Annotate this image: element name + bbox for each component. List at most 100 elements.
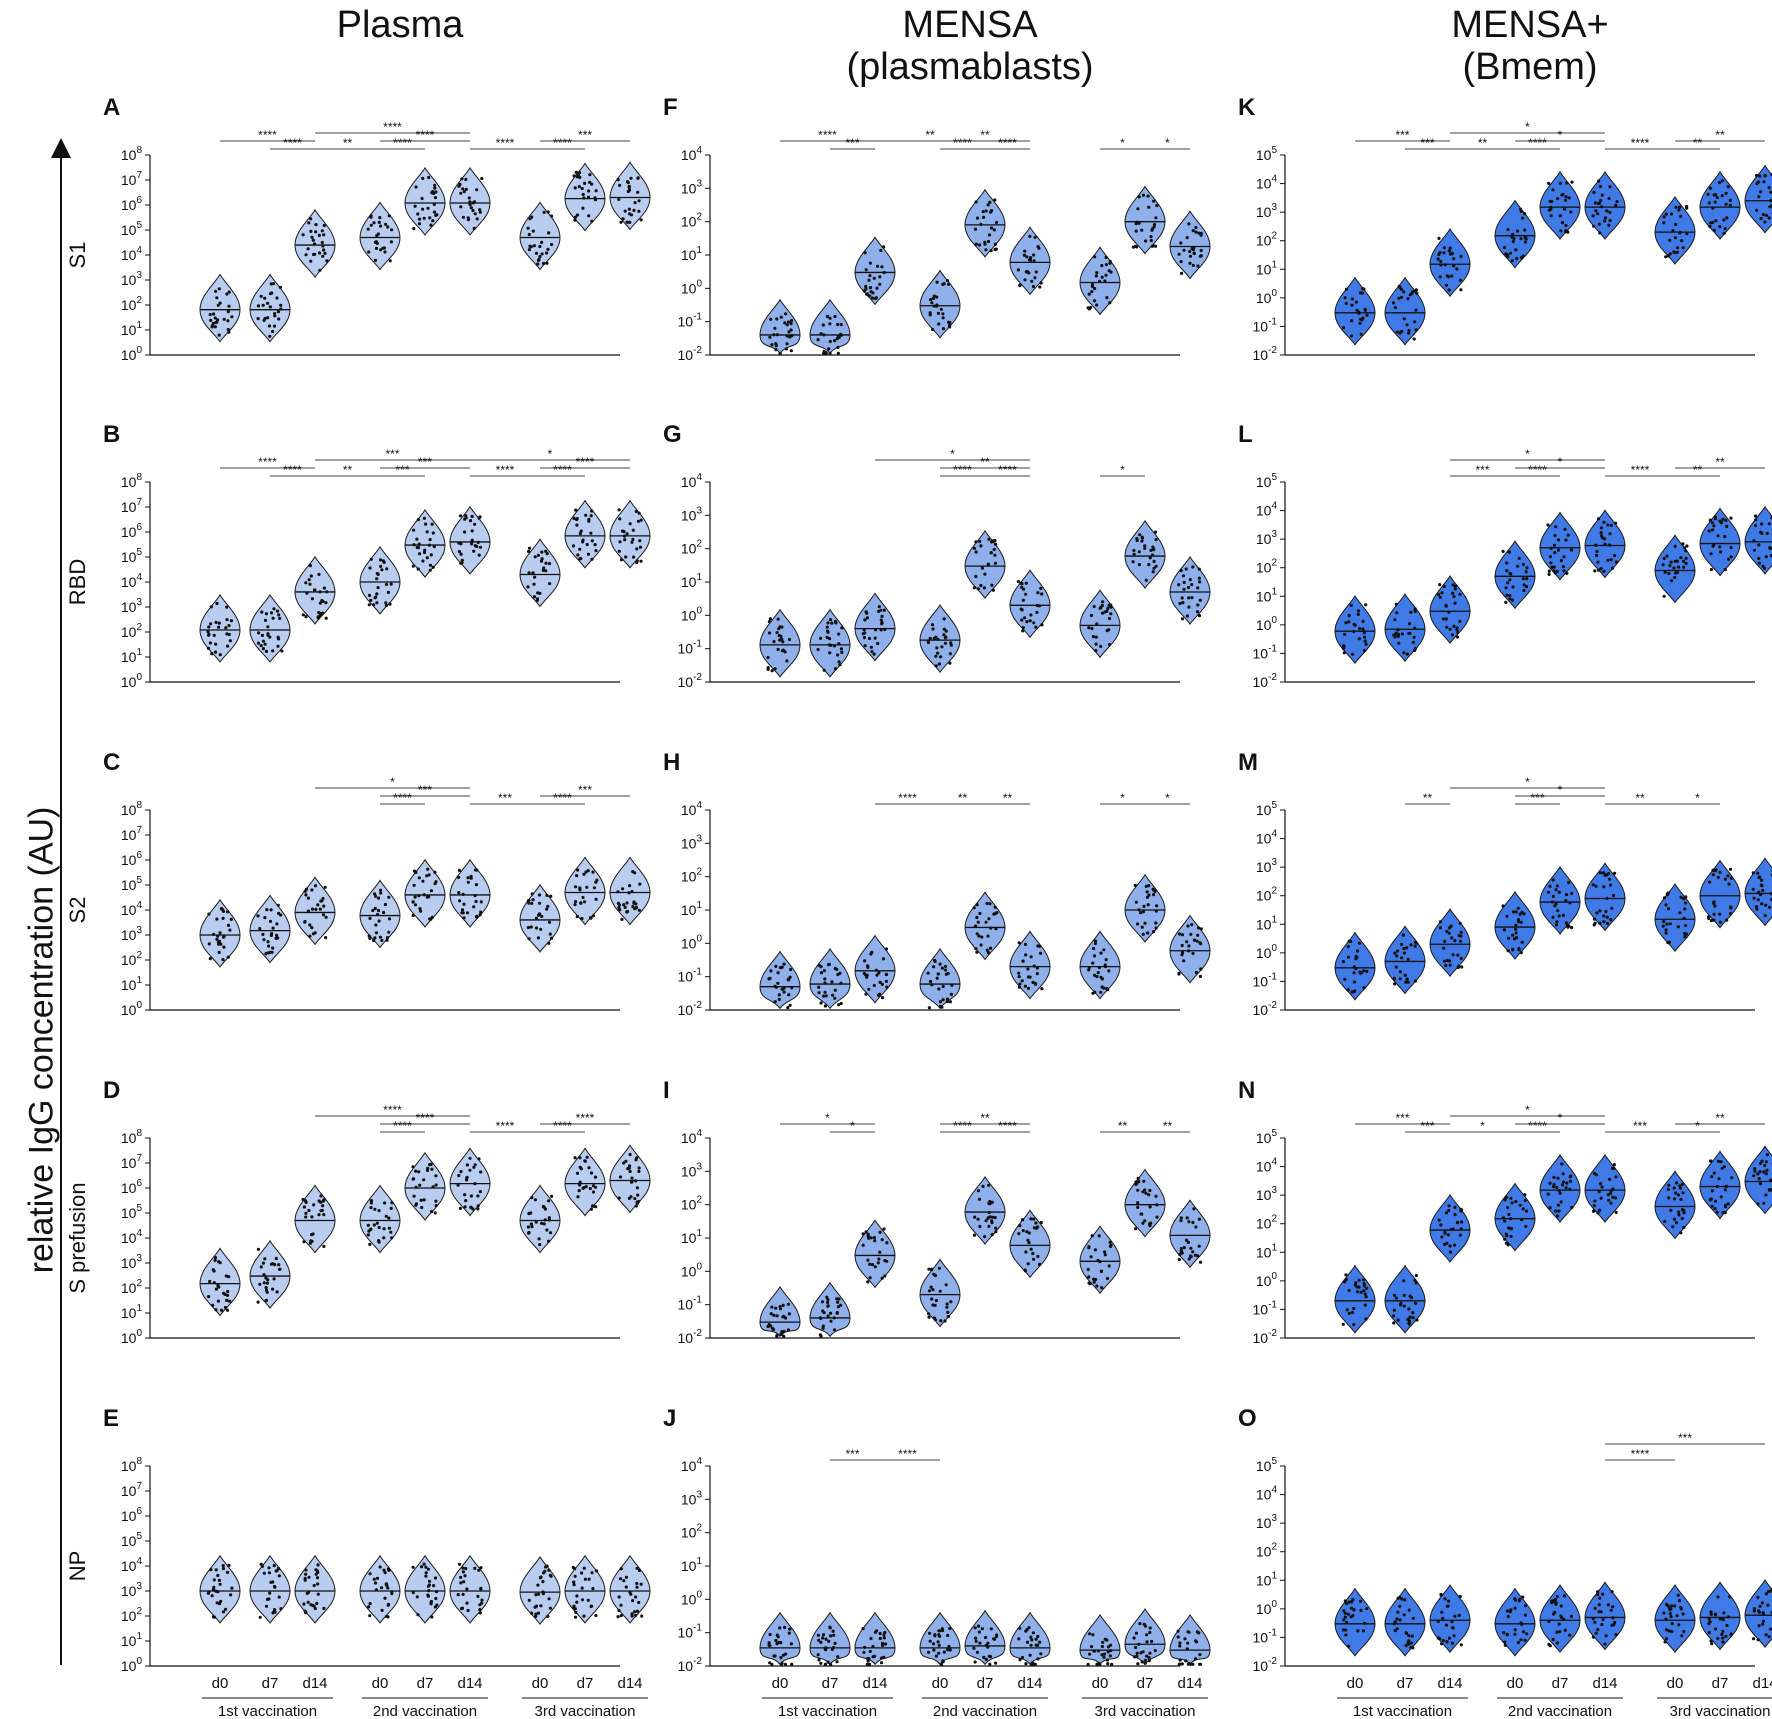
data-point [867,1236,871,1240]
data-point [586,195,591,199]
data-point [1103,1250,1107,1254]
data-point [873,1239,877,1243]
data-point [1187,596,1191,600]
data-point [1564,893,1569,897]
data-point [459,205,463,209]
data-point [1136,1188,1140,1192]
data-point [1025,255,1029,259]
data-point [265,1597,270,1601]
data-point [1444,603,1448,608]
data-point [936,972,940,976]
x-day-label: d0 [932,1675,949,1692]
data-point [861,1627,865,1631]
data-point [1109,603,1113,607]
data-point [1669,1615,1673,1619]
data-point [1088,1652,1092,1656]
data-point [1137,563,1141,567]
data-point [1708,224,1712,229]
data-point [388,259,392,263]
data-point [831,993,835,997]
data-point [1606,523,1610,527]
data-point [209,605,213,609]
data-point [434,213,438,217]
data-point [1662,896,1667,900]
y-tick-label: 103 [121,925,143,943]
data-point [987,1183,991,1187]
data-point [994,927,998,931]
data-point [585,885,589,889]
data-point [1757,556,1761,561]
data-point [1450,633,1455,637]
data-point [1109,1649,1113,1653]
data-point [461,892,465,896]
data-point [876,641,880,646]
data-point [1447,249,1451,253]
data-point [872,652,876,656]
data-point [417,222,422,226]
data-point [882,270,886,275]
data-point [878,1631,882,1636]
data-point [578,1180,582,1184]
panel-letter: A [103,94,120,121]
data-point [934,664,938,668]
data-point [277,1574,281,1578]
data-point [1710,1642,1714,1646]
y-tick-label: 10-1 [1253,971,1278,989]
data-point [1357,1285,1361,1289]
data-point [433,1211,437,1215]
data-point [1444,283,1449,287]
data-point [1090,1234,1094,1238]
data-point [590,509,594,513]
data-point [1187,1257,1191,1261]
data-point [1198,598,1202,602]
data-point [1611,893,1616,898]
data-point [1017,1637,1021,1641]
data-point [1560,1162,1564,1166]
data-point [1608,532,1612,536]
significance-label: **** [258,455,277,469]
data-point [1140,539,1144,543]
data-point [866,1656,870,1661]
data-point [527,1231,531,1235]
data-point [1516,564,1520,568]
data-point [778,966,783,970]
x-group-label: 2nd vaccination [1508,1703,1612,1719]
data-point [1556,1176,1560,1180]
data-point [1447,610,1451,614]
data-point [619,220,623,224]
data-point [1756,1202,1760,1206]
data-point [378,1565,382,1569]
data-point [1763,174,1767,178]
data-point [1177,971,1181,976]
data-point [634,1179,638,1183]
data-point [1151,570,1155,574]
data-point [1675,250,1680,254]
data-point [878,1250,882,1254]
data-point [626,1167,630,1171]
data-point [773,667,777,671]
data-point [306,1600,310,1604]
data-point [1146,931,1150,935]
data-point [1097,965,1101,970]
data-point [470,529,474,533]
data-point [227,1563,231,1567]
data-point [984,248,988,252]
data-point [938,962,942,966]
data-point [1179,1219,1183,1223]
data-point [1021,598,1025,602]
data-point [229,619,233,623]
data-point [1720,1632,1724,1636]
data-point [1769,1178,1772,1182]
data-point [1411,1616,1415,1620]
data-point [224,1607,228,1611]
data-point [1197,1244,1201,1248]
x-day-label: d0 [532,1675,549,1692]
data-point [225,618,229,622]
data-point [1343,1615,1347,1619]
significance-label: **** [416,1111,435,1125]
data-point [593,543,597,547]
violin-undefined7 [564,1147,606,1217]
data-point [837,660,841,664]
data-point [775,1314,779,1318]
data-point [932,304,936,308]
